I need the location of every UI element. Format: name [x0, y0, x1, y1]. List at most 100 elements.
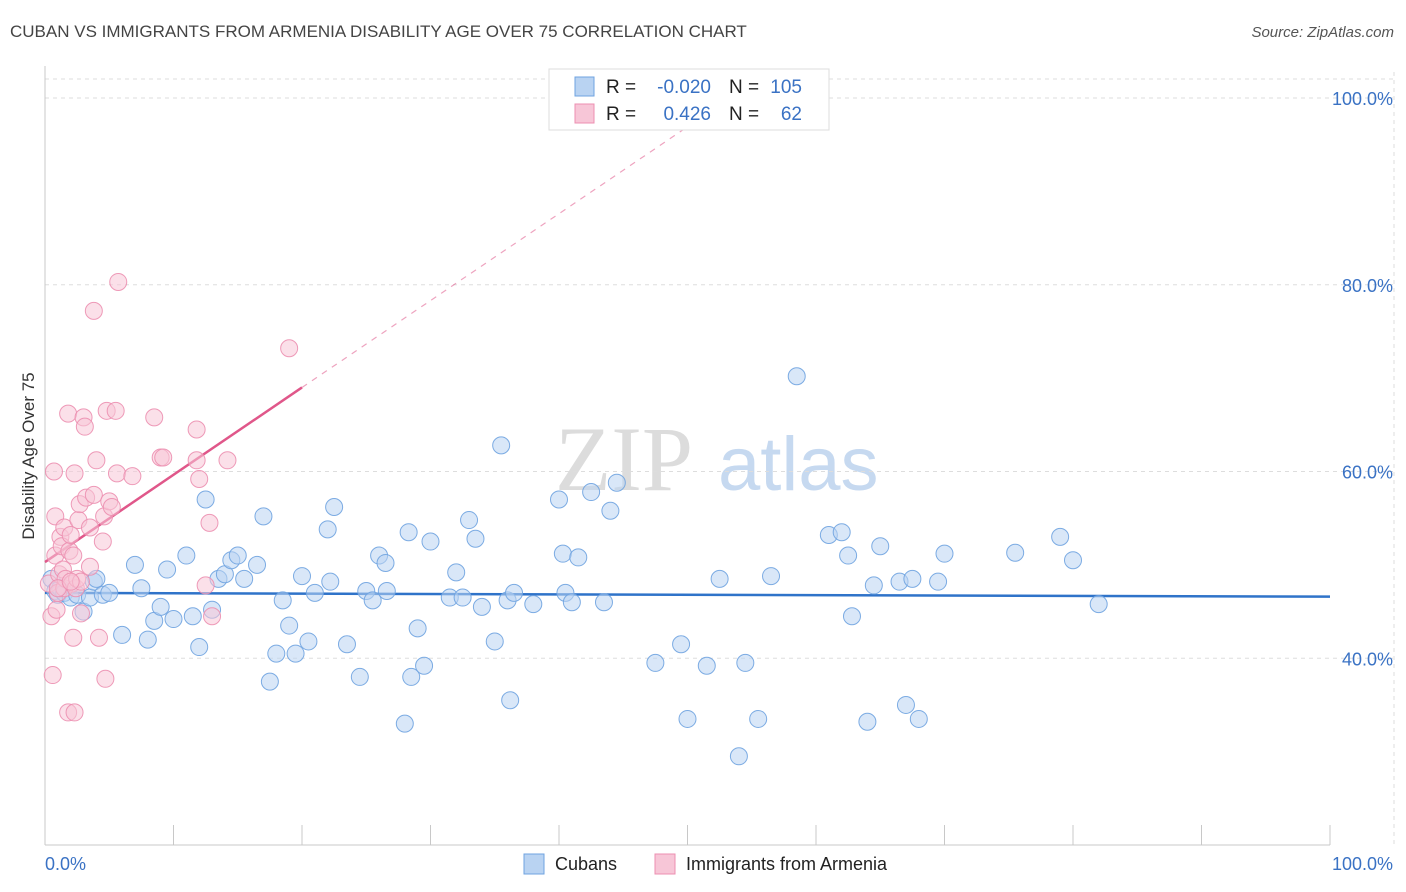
series-legend: Cubans Immigrants from Armenia: [523, 853, 888, 875]
data-point-cubans: [903, 569, 922, 588]
data-point-armenia: [280, 339, 299, 358]
data-point-armenia: [59, 404, 78, 423]
data-point-cubans: [299, 632, 318, 651]
data-point-cubans: [248, 555, 267, 574]
data-point-armenia: [145, 408, 164, 427]
data-point-armenia: [93, 532, 112, 551]
data-point-cubans: [113, 625, 132, 644]
data-point-cubans: [842, 607, 861, 626]
data-point-cubans: [325, 497, 344, 516]
data-point-armenia: [64, 628, 83, 647]
data-point-armenia: [106, 401, 125, 420]
data-point-armenia: [64, 546, 83, 565]
data-point-cubans: [151, 597, 170, 616]
data-point-armenia: [96, 669, 115, 688]
scatter-points: [39, 272, 1108, 766]
y-tick-label: 60.0%: [1342, 463, 1393, 483]
data-point-cubans: [485, 632, 504, 651]
y-tick-label: 100.0%: [1332, 89, 1393, 109]
data-point-cubans: [839, 546, 858, 565]
data-point-armenia: [75, 417, 94, 436]
data-point-cubans: [132, 579, 151, 598]
data-point-cubans: [601, 501, 620, 520]
data-point-cubans: [190, 638, 209, 657]
bottom-legend-swatch-cubans: [523, 853, 545, 875]
data-point-armenia: [109, 272, 128, 291]
bottom-legend-label-cubans: Cubans: [555, 854, 617, 874]
tick-labels: 40.0% 60.0% 80.0% 100.0% 0.0% 100.0%: [45, 89, 1393, 874]
data-point-cubans: [100, 583, 119, 602]
data-point-cubans: [273, 591, 292, 610]
data-point-cubans: [1051, 527, 1070, 546]
data-point-cubans: [871, 537, 890, 556]
data-point-cubans: [415, 656, 434, 675]
data-point-cubans: [453, 588, 472, 607]
data-point-cubans: [501, 691, 520, 710]
data-point-cubans: [594, 593, 613, 612]
data-point-armenia: [65, 464, 84, 483]
data-point-cubans: [672, 635, 691, 654]
data-point-cubans: [524, 595, 543, 614]
data-point-cubans: [321, 572, 340, 591]
y-axis-title: Disability Age Over 75: [19, 372, 38, 539]
legend-n-label-armenia: N =: [729, 104, 759, 125]
data-point-cubans: [787, 367, 806, 386]
data-point-cubans: [305, 583, 324, 602]
data-point-cubans: [582, 483, 601, 502]
data-point-cubans: [864, 576, 883, 595]
data-point-cubans: [235, 569, 254, 588]
data-point-cubans: [164, 610, 183, 629]
data-point-cubans: [337, 635, 356, 654]
data-point-armenia: [87, 451, 106, 470]
data-point-armenia: [44, 462, 63, 481]
data-point-armenia: [154, 448, 173, 467]
data-point-cubans: [177, 546, 196, 565]
data-point-cubans: [1006, 543, 1025, 562]
legend-r-value-armenia: 0.426: [663, 104, 711, 125]
data-point-cubans: [228, 546, 247, 565]
data-point-armenia: [203, 607, 222, 626]
data-point-armenia: [196, 576, 215, 595]
data-point-cubans: [762, 567, 781, 586]
data-point-armenia: [84, 485, 103, 504]
data-point-cubans: [607, 473, 626, 492]
data-point-armenia: [200, 513, 219, 532]
data-point-cubans: [553, 544, 572, 563]
data-point-cubans: [935, 544, 954, 563]
data-point-cubans: [466, 529, 485, 548]
data-point-cubans: [562, 593, 581, 612]
data-point-armenia: [65, 703, 84, 722]
bottom-legend-label-armenia: Immigrants from Armenia: [686, 854, 888, 874]
axes: [44, 66, 1331, 846]
data-point-cubans: [505, 583, 524, 602]
watermark-atlas: atlas: [718, 422, 879, 507]
data-point-armenia: [61, 526, 80, 544]
data-point-cubans: [363, 591, 382, 610]
data-point-cubans: [158, 560, 177, 579]
data-point-cubans: [408, 619, 427, 638]
data-point-cubans: [832, 523, 851, 542]
data-point-cubans: [183, 607, 202, 626]
data-point-cubans: [550, 490, 568, 509]
data-point-cubans: [399, 523, 418, 542]
data-point-cubans: [421, 532, 440, 551]
data-point-armenia: [187, 420, 206, 439]
data-point-armenia: [123, 467, 142, 486]
data-point-armenia: [47, 600, 66, 619]
data-point-cubans: [460, 511, 479, 530]
data-point-cubans: [896, 695, 915, 714]
data-point-cubans: [267, 644, 286, 663]
y-tick-label: 80.0%: [1342, 276, 1393, 296]
legend-r-label-cubans: R =: [606, 77, 636, 98]
legend-r-label-armenia: R =: [606, 104, 636, 125]
legend-swatch-cubans: [574, 76, 595, 97]
y-tick-label: 40.0%: [1342, 649, 1393, 669]
data-point-cubans: [138, 630, 157, 649]
source-label: Source: ZipAtlas.com: [1251, 24, 1394, 41]
data-point-cubans: [196, 490, 215, 509]
legend-r-value-cubans: -0.020: [657, 77, 711, 98]
data-point-cubans: [569, 548, 588, 567]
x-tick-label-end: 100.0%: [1332, 854, 1393, 874]
data-point-cubans: [376, 554, 395, 573]
